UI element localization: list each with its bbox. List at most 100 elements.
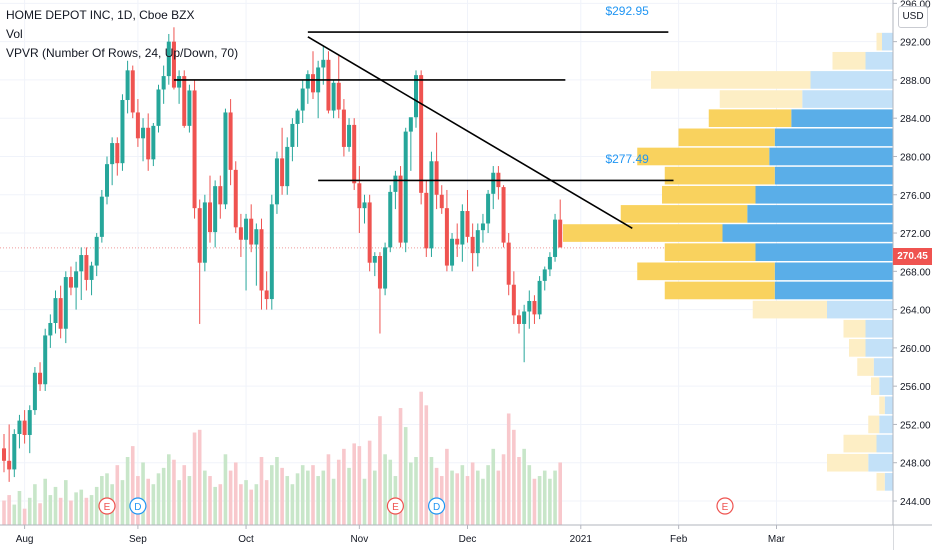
time-tick-label: 2021 [570,534,593,545]
candle-body [290,123,295,147]
candle [161,65,166,104]
last-price-tag: 270.45 [893,248,932,265]
candle [558,199,563,248]
trend-lines[interactable] [173,31,674,229]
event-letter: E [392,502,399,513]
candle-body [238,227,243,240]
volume-bar [501,454,506,525]
vpvr-legend[interactable]: VPVR (Number Of Rows, 24, Up/Down, 70) [6,46,239,60]
candle [110,137,115,186]
volume-bar [172,459,176,525]
candle-body [264,290,269,300]
line-labels: $292.95 $277.49 [605,4,649,166]
candle [321,46,326,85]
candle [341,99,346,157]
volume-bar [228,470,233,525]
candle [244,213,249,291]
volume-bar [141,462,145,525]
candle-body [517,315,521,324]
vp-row-up [865,339,893,357]
vp-row-up [865,319,893,338]
candle-body [84,255,89,280]
volume-bar [532,478,537,525]
candle [316,60,321,119]
vp-row-up [755,243,893,261]
candle [290,118,295,162]
volume-bar [326,454,331,525]
candle [74,261,79,310]
volume-bar [187,476,192,525]
candle-body [130,70,135,113]
candle [43,328,48,391]
candle [424,180,429,257]
price-tick-label: 248.00 [900,459,931,470]
volume-bar [33,484,37,525]
volume-legend[interactable]: Vol [6,27,23,41]
earnings-marker[interactable]: E [386,497,404,515]
earnings-marker[interactable]: E [98,497,116,515]
candle [460,204,465,262]
candle-body [89,265,94,280]
volume-bar [182,465,187,525]
volume-bar [130,446,135,525]
volume-bar [424,405,429,525]
candle-body [43,335,48,385]
candle [84,247,89,291]
volume-bar [285,476,290,525]
candle [465,189,470,243]
candle-body [403,131,408,243]
trend-line[interactable] [307,36,633,229]
volume-profile [563,32,893,491]
earnings-marker[interactable]: E [716,497,734,515]
candle [300,79,305,123]
candle [22,410,27,444]
candle-body [218,186,223,205]
line-label: $277.49 [605,152,649,166]
candle-body [233,169,238,228]
candle [491,166,496,210]
candle-body [311,74,315,93]
price-tick-label: 264.00 [900,306,931,317]
price-tick-label: 280.00 [900,152,931,163]
dividend-marker[interactable]: D [129,497,147,515]
price-tick-label: 276.00 [900,191,931,202]
candle-body [506,242,511,285]
candle [68,266,73,296]
candle [38,362,43,391]
vp-row-down [871,377,880,395]
volume-bar [367,440,372,525]
vp-row-down [843,319,866,338]
volume-bar [270,465,274,525]
candle [135,99,140,147]
volume-bar [512,429,516,525]
volume-bar [419,391,423,525]
volume-bar [197,429,202,525]
candle-body [110,143,115,165]
vp-row-up [774,281,893,300]
candle-body [414,75,418,118]
candle-body [465,211,470,237]
candle [259,218,264,310]
volume-bar [43,478,47,525]
symbol-title[interactable]: HOME DEPOT INC, 1D, Cboe BZX [6,8,195,22]
volume-bar [177,480,181,525]
dividend-marker[interactable]: D [428,497,446,515]
candle [511,271,516,324]
currency-button[interactable]: USD [898,6,928,28]
vp-row-up [879,377,893,395]
volume-bar [522,448,526,525]
vp-row-up [879,415,893,434]
candle-body [444,208,449,266]
candle-body [177,76,182,88]
event-circle [716,497,734,515]
candle [444,189,449,272]
volume-bar [58,497,63,525]
candle [151,122,156,167]
candle-body [305,74,310,89]
candle [393,170,398,210]
candle-body [424,192,429,249]
